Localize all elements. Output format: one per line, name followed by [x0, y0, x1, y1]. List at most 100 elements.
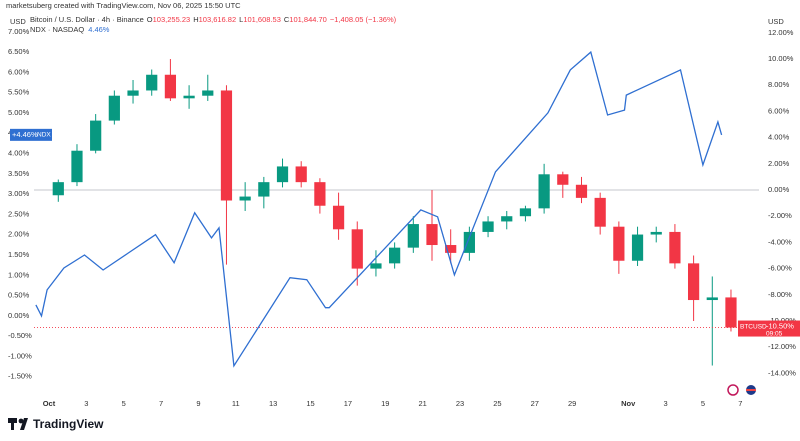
candle-body [351, 229, 363, 269]
candle-body [557, 174, 569, 185]
candle-body [463, 231, 475, 253]
legend-ohlc-value: 103,616.82 [199, 15, 237, 24]
attribution: marketsuberg created with TradingView.co… [6, 1, 241, 10]
y2-tick-label: -6.00% [768, 264, 792, 273]
legend-symbol: NDX · NASDAQ [30, 25, 84, 34]
x-tick-label: 7 [738, 399, 742, 408]
candle-body [314, 182, 326, 206]
last-price-label: -10.50% [766, 322, 794, 331]
y2-tick-label: 10.00% [768, 54, 794, 63]
y2-tick-label: 4.00% [768, 133, 790, 142]
candle-body [332, 205, 345, 230]
legend-ohlc-value: 101,844.70 [289, 15, 327, 24]
candle-body [407, 224, 419, 248]
y-tick-label: 0.00% [8, 311, 30, 320]
candle-body [687, 263, 700, 301]
x-tick-label: 3 [663, 399, 667, 408]
x-tick-label: 9 [196, 399, 200, 408]
y2-tick-label: -10.00% [768, 316, 796, 325]
candle-body [445, 245, 457, 253]
y-tick-label: 1.50% [8, 250, 30, 259]
candle-body [164, 74, 177, 99]
legend-ohlc-value: 101,608.53 [243, 15, 281, 24]
candle-body [725, 297, 737, 328]
y2-tick-label: -14.00% [768, 368, 796, 377]
legend-ohlc-label: O [147, 15, 153, 24]
legend-ohlc-label: L [239, 15, 243, 24]
legend-change: −1,408.05 (−1.36%) [330, 15, 397, 24]
y-tick-label: 5.50% [8, 88, 30, 97]
y2-tick-label: 2.00% [768, 159, 790, 168]
legend-symbol: Bitcoin / U.S. Dollar · 4h · Binance [30, 15, 144, 24]
candle-body [575, 184, 588, 198]
logo-part [20, 418, 28, 430]
y2-tick-label: -4.00% [768, 237, 792, 246]
y-tick-label: 3.00% [8, 189, 30, 198]
y-tick-label: 6.50% [8, 47, 30, 56]
candle-body [519, 208, 532, 217]
y-tick-label: 7.00% [8, 27, 30, 36]
y2-tick-label: -12.00% [768, 342, 796, 351]
candle-body [370, 263, 382, 269]
candle-body [239, 196, 251, 201]
x-tick-label: Oct [43, 399, 56, 408]
last-value-box [10, 128, 52, 141]
candle-body [669, 231, 681, 264]
candle-body [650, 231, 662, 235]
x-tick-label: 15 [306, 399, 314, 408]
candle-body [613, 226, 625, 261]
candle-body [71, 150, 83, 183]
x-tick-label: 17 [344, 399, 352, 408]
candle-body [389, 247, 401, 264]
legend-value: 4.46% [88, 25, 110, 34]
y2-tick-label: 8.00% [768, 80, 790, 89]
x-tick-label: 13 [269, 399, 277, 408]
candle-body [220, 90, 233, 201]
y-tick-label: 6.00% [8, 67, 30, 76]
x-tick-label: 5 [122, 399, 126, 408]
x-tick-label: 29 [568, 399, 576, 408]
candle-body [631, 234, 644, 261]
x-tick-label: 3 [84, 399, 88, 408]
last-price-box [738, 320, 800, 337]
legend: Bitcoin / U.S. Dollar · 4h · Binance O103… [30, 15, 397, 34]
y-tick-label: 0.50% [8, 291, 30, 300]
brand: TradingView [8, 417, 104, 431]
logo-part [11, 418, 14, 430]
ndx-line [35, 50, 723, 368]
legend-ohlc-label: C [284, 15, 290, 24]
candle-body [146, 74, 158, 91]
x-tick-label: Nov [621, 399, 636, 408]
x-tick-label: 25 [493, 399, 501, 408]
last-value-label: +4.46% [12, 130, 38, 139]
icon [727, 384, 739, 396]
x-tick-label: 27 [531, 399, 539, 408]
y-tick-label: 5.00% [8, 108, 30, 117]
candle-body [276, 166, 289, 183]
y2-tick-label: -8.00% [768, 290, 792, 299]
y-tick-label: -1.00% [8, 351, 32, 360]
y-tick-label: 2.00% [8, 230, 30, 239]
candle-body [183, 95, 195, 99]
x-tick-label: 11 [232, 399, 240, 408]
series-name-label: NDX [37, 132, 51, 139]
x-tick-label: 7 [159, 399, 163, 408]
legend-ohlc-value: 103,255.23 [153, 15, 191, 24]
y-tick-label: -1.50% [8, 372, 32, 381]
left-unit: USD [10, 17, 26, 26]
candle-body [108, 95, 120, 121]
btc-legend: Bitcoin / U.S. Dollar · 4h · Binance O103… [30, 15, 397, 24]
right-unit: USD [768, 17, 784, 26]
candle-body [258, 182, 270, 197]
y-tick-label: -0.50% [8, 331, 32, 340]
candle-body [295, 166, 307, 183]
candle-body [706, 297, 718, 301]
y-tick-label: 2.50% [8, 209, 30, 218]
x-tick-label: 23 [456, 399, 464, 408]
ndx-legend: NDX · NASDAQ 4.46% [30, 25, 110, 34]
y2-tick-label: 0.00% [768, 185, 790, 194]
y2-tick-label: 6.00% [768, 106, 790, 115]
candle-body [594, 197, 606, 227]
